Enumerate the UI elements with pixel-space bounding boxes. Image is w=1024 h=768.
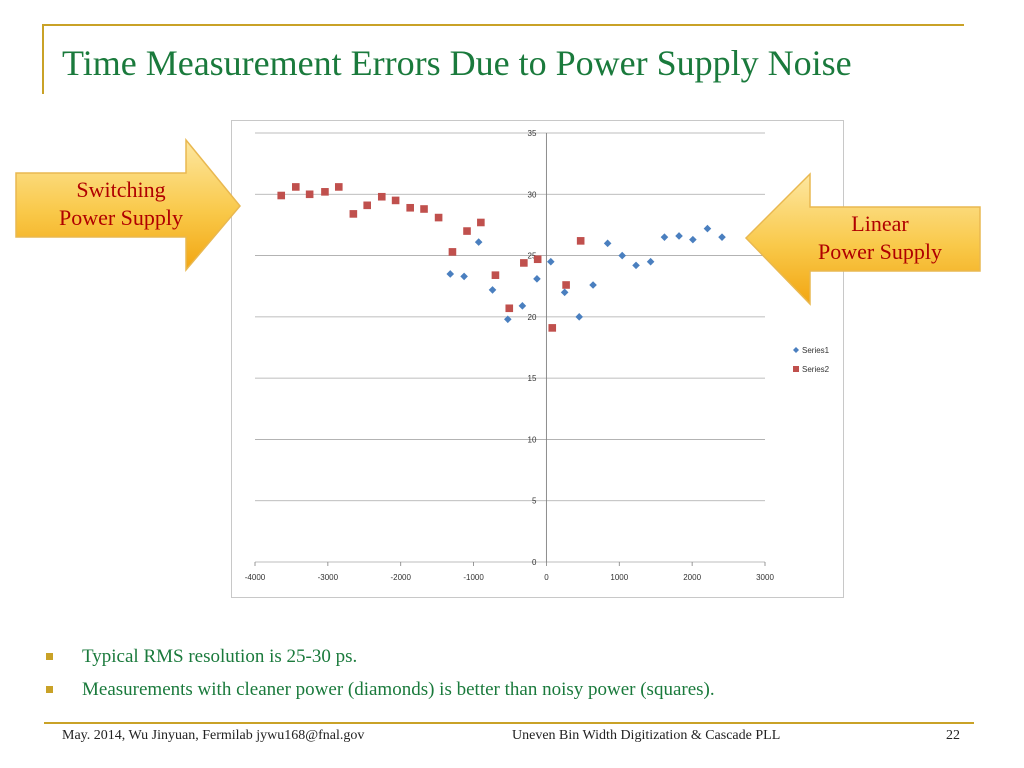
legend-square-marker — [793, 366, 799, 372]
legend-entry-label: Series1 — [802, 346, 830, 355]
y-tick-label: 5 — [532, 497, 537, 506]
series2-square-point — [533, 255, 542, 264]
switching-label: Switching Power Supply — [16, 176, 226, 232]
series1-diamond-point — [533, 275, 541, 283]
series2-square-point — [305, 190, 314, 199]
bullet-text: Measurements with cleaner power (diamond… — [82, 679, 715, 700]
switching-label-line1: Switching — [76, 177, 166, 202]
slide-title: Time Measurement Errors Due to Power Sup… — [62, 43, 852, 83]
linear-label: Linear Power Supply — [782, 210, 978, 266]
series2-square-point — [406, 203, 414, 212]
series1-diamond-point — [446, 270, 455, 278]
y-tick-label: 35 — [528, 129, 537, 138]
bottom-rule — [44, 722, 974, 724]
series1-diamond-point — [675, 232, 683, 240]
series2-square-point — [349, 210, 358, 218]
linear-label-line2: Power Supply — [817, 239, 943, 264]
series2-square-point — [363, 201, 371, 210]
chart-border — [231, 120, 844, 598]
series1-diamond-point — [589, 281, 597, 289]
x-tick-label: 3000 — [756, 573, 774, 582]
series2-square-point — [505, 304, 514, 313]
series1-diamond-point — [632, 261, 640, 270]
bullet-square-icon — [46, 686, 53, 693]
x-tick-label: -2000 — [390, 573, 411, 582]
series2-square-point — [420, 205, 428, 213]
series1-diamond-point — [718, 233, 726, 241]
series1-diamond-point — [518, 302, 527, 310]
series1-diamond-point — [488, 286, 497, 294]
series2-square-point — [520, 259, 528, 267]
series1-diamond-point — [618, 251, 626, 260]
series2-square-point — [448, 248, 457, 256]
footer-page-number: 22 — [946, 728, 960, 743]
legend-diamond-marker — [793, 347, 799, 353]
series2-square-point — [562, 281, 570, 289]
series1-diamond-point — [474, 238, 483, 246]
right-arrow-icon — [15, 137, 241, 273]
y-tick-label: 15 — [528, 374, 537, 383]
left-rule — [42, 24, 44, 94]
y-tick-label: 20 — [528, 313, 537, 322]
series1-diamond-point — [547, 257, 555, 266]
bullet-square-icon — [46, 653, 53, 660]
y-tick-label: 30 — [528, 190, 537, 199]
x-tick-label: 2000 — [683, 573, 701, 582]
bullet-list: Typical RMS resolution is 25-30 ps. Meas… — [44, 640, 944, 706]
series2-square-point — [321, 188, 329, 196]
y-tick-label: 10 — [528, 435, 537, 444]
series2-square-point — [292, 183, 300, 191]
series2-square-point — [277, 191, 286, 200]
bullet-item: Typical RMS resolution is 25-30 ps. — [44, 640, 944, 673]
series1-diamond-point — [703, 224, 712, 233]
footer-author: May. 2014, Wu Jinyuan, Fermilab jywu168@… — [62, 728, 365, 743]
x-tick-label: -3000 — [318, 573, 339, 582]
series1-diamond-point — [575, 313, 584, 321]
x-tick-label: 1000 — [610, 573, 628, 582]
series2-square-point — [491, 271, 500, 279]
series2-square-point — [434, 213, 443, 222]
series2-square-point — [334, 183, 343, 191]
x-tick-label: 0 — [544, 573, 549, 582]
series1-diamond-point — [603, 239, 612, 248]
series1-diamond-point — [660, 233, 669, 241]
switching-label-line2: Power Supply — [58, 205, 184, 230]
top-rule — [44, 24, 964, 26]
footer-presentation-title: Uneven Bin Width Digitization & Cascade … — [512, 728, 781, 743]
series1-diamond-point — [560, 288, 569, 297]
series2-square-point — [477, 218, 485, 227]
legend-entry-label: Series2 — [802, 365, 830, 374]
series1-diamond-point — [646, 257, 655, 266]
x-tick-label: -4000 — [245, 573, 266, 582]
y-tick-label: 25 — [528, 252, 537, 261]
y-tick-label: 0 — [532, 558, 537, 567]
series2-square-point — [391, 196, 400, 205]
linear-label-line1: Linear — [851, 211, 909, 236]
left-arrow-icon — [744, 172, 981, 306]
series1-diamond-point — [689, 235, 697, 244]
series2-square-point — [463, 227, 471, 235]
chart-svg: 0 5 10 15 20 25 30 35 -4000 -3000 -2000 -1000 0 1000 2… — [231, 120, 844, 598]
linear-power-supply-callout: Linear Power Supply — [742, 170, 984, 308]
bullet-item: Measurements with cleaner power (diamond… — [44, 673, 944, 706]
series2-square-point — [576, 237, 585, 245]
scatter-chart: 0 5 10 15 20 25 30 35 -4000 -3000 -2000 -1000 0 1000 2… — [231, 120, 844, 598]
series2-square-point — [548, 324, 557, 332]
series2-square-point — [377, 192, 386, 201]
bullet-text: Typical RMS resolution is 25-30 ps. — [82, 646, 358, 667]
series1-diamond-point — [504, 315, 512, 324]
switching-power-supply-callout: Switching Power Supply — [12, 136, 244, 274]
series1-diamond-point — [460, 272, 468, 281]
x-tick-label: -1000 — [463, 573, 484, 582]
